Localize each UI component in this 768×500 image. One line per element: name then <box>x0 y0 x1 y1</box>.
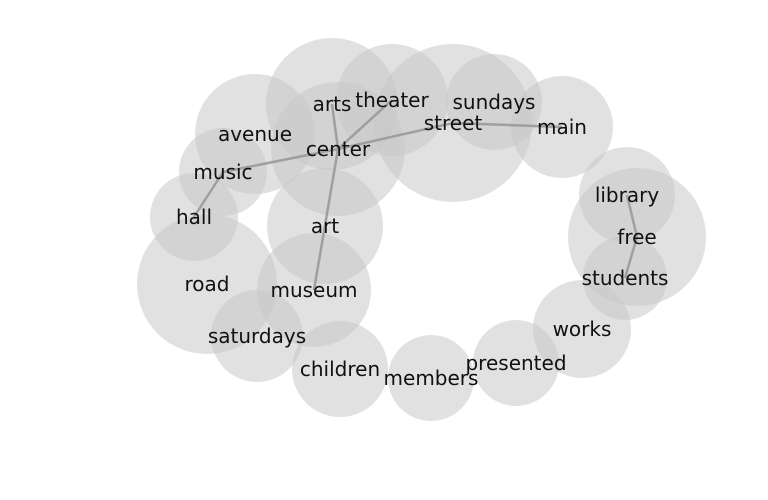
edge-center-music <box>222 147 339 174</box>
node-label-children: children <box>300 357 380 381</box>
edge-theater-center <box>337 99 393 150</box>
node-label-hall: hall <box>176 205 212 229</box>
bubble-children <box>292 321 388 417</box>
node-label-students: students <box>582 266 669 290</box>
edge-center-museum <box>312 148 340 291</box>
edge-arts-center <box>330 103 340 150</box>
edge-music-hall <box>192 171 225 218</box>
node-label-music: music <box>193 160 252 184</box>
node-label-theater: theater <box>355 88 429 112</box>
node-label-arts: arts <box>313 92 352 116</box>
edge-free-students <box>623 236 639 279</box>
node-label-avenue: avenue <box>218 122 292 146</box>
bubble-members <box>388 335 474 421</box>
node-label-library: library <box>595 183 660 207</box>
node-label-street: street <box>424 111 483 135</box>
bubble-saturdays <box>211 290 303 382</box>
node-label-art: art <box>311 214 339 238</box>
node-label-sundays: sundays <box>453 90 536 114</box>
edge-center-street <box>337 121 454 151</box>
edges-layer <box>192 99 639 291</box>
node-label-road: road <box>185 272 230 296</box>
edge-library-free <box>625 194 639 238</box>
edge-street-main <box>452 121 563 129</box>
node-label-main: main <box>537 115 587 139</box>
node-label-free: free <box>617 225 656 249</box>
node-label-works: works <box>553 317 612 341</box>
node-label-museum: museum <box>270 278 357 302</box>
node-label-presented: presented <box>465 351 566 375</box>
node-label-members: members <box>384 366 479 390</box>
node-label-center: center <box>306 137 371 161</box>
node-label-saturdays: saturdays <box>208 324 306 348</box>
